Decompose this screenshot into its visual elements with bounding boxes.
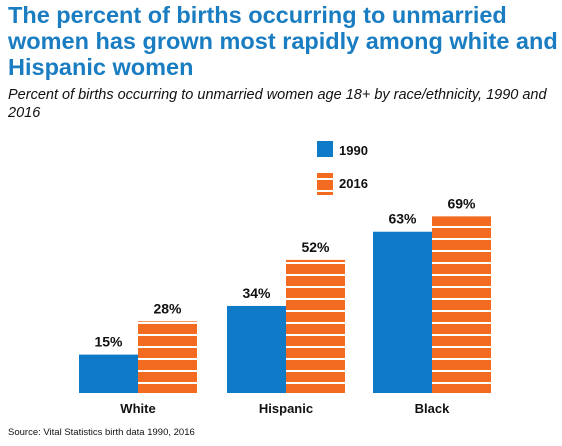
data-label-white-2016: 28%	[153, 300, 182, 316]
bar-white-2016	[138, 321, 197, 393]
chart-subtitle: Percent of births occurring to unmarried…	[8, 87, 547, 121]
data-label-black-1990: 63%	[388, 211, 417, 227]
legend-label-2016: 2016	[339, 176, 368, 191]
bar-hispanic-2016	[286, 259, 345, 393]
source-note: Source: Vital Statistics birth data 1990…	[8, 427, 195, 438]
category-label-black: Black	[415, 401, 450, 416]
chart-legend: 1990 2016	[317, 141, 368, 195]
bar-hispanic-1990	[227, 305, 286, 393]
bar-black-1990	[373, 231, 432, 393]
legend-label-1990: 1990	[339, 143, 368, 158]
chart-title: The percent of births occurring to unmar…	[8, 2, 558, 80]
data-label-hispanic-2016: 52%	[301, 239, 330, 255]
bar-white-1990	[79, 354, 138, 393]
category-label-hispanic: Hispanic	[259, 401, 313, 416]
bar-black-2016	[432, 216, 491, 393]
data-label-black-2016: 69%	[447, 195, 476, 211]
bars-group: 15% 28% 34% 52% 63% 69%	[79, 195, 491, 393]
category-labels: White Hispanic Black	[120, 401, 450, 416]
category-label-white: White	[120, 401, 155, 416]
data-label-hispanic-1990: 34%	[242, 285, 271, 301]
legend-swatch-1990	[317, 141, 333, 157]
data-label-white-1990: 15%	[94, 334, 123, 350]
legend-swatch-2016	[317, 173, 333, 195]
